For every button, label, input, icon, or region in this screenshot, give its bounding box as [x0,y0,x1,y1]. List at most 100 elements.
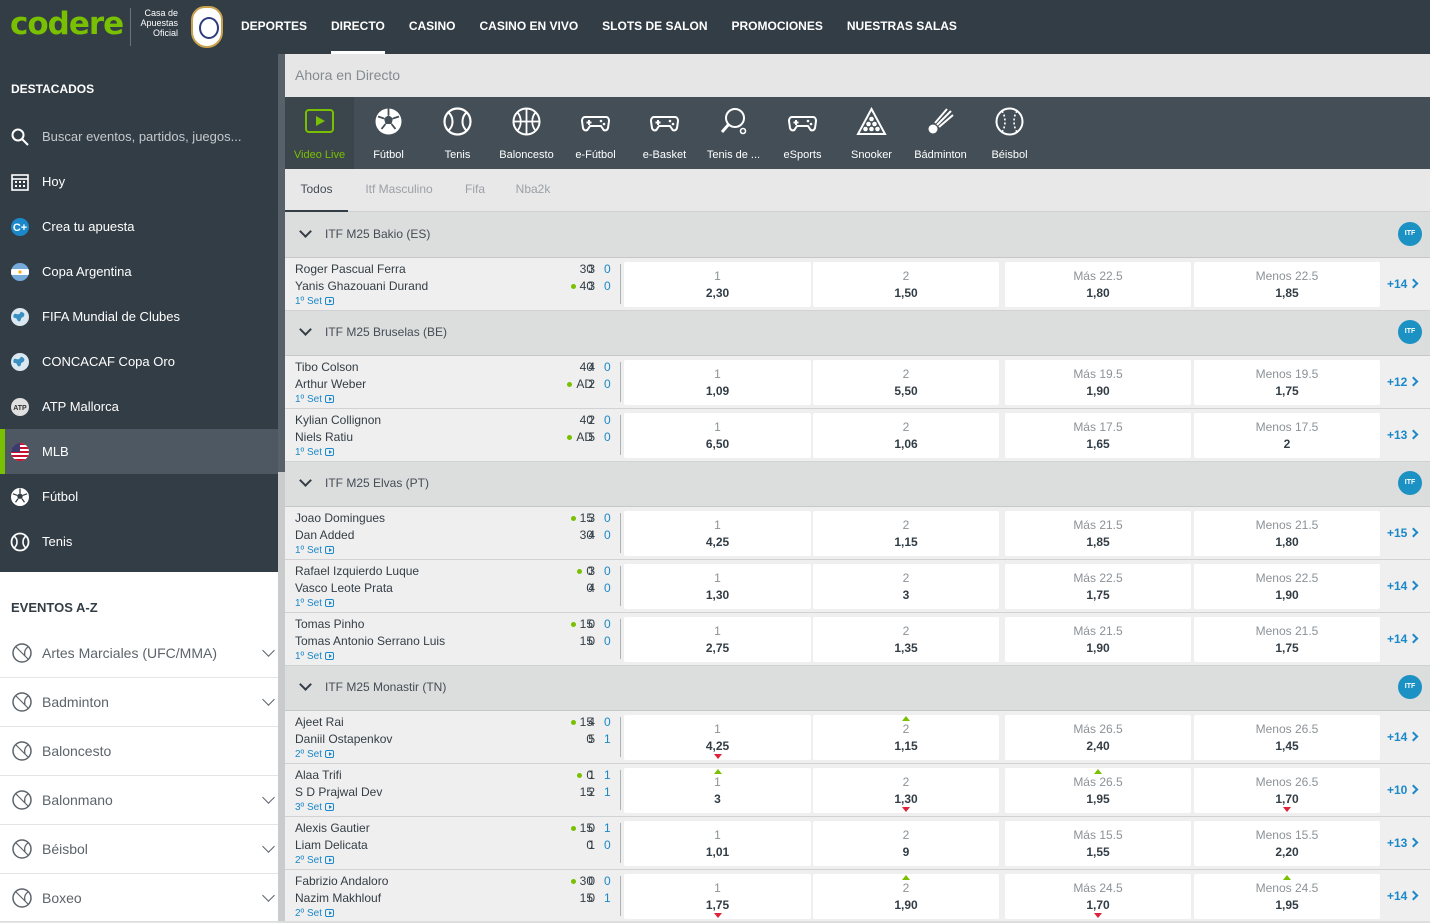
sidebar-item-fifa-mundial-de-clubes[interactable]: FIFA Mundial de Clubes [0,294,278,339]
more-markets-link[interactable]: +14 [1387,632,1419,646]
nav-item-slots-de-salon[interactable]: SLOTS DE SALON [602,19,708,33]
set-indicator[interactable]: 1º Set [295,651,335,662]
sport-tab-esports[interactable]: eSports [768,97,837,169]
live-video-icon[interactable] [325,448,335,457]
player-2-name[interactable]: Yanis Ghazouani Durand [295,279,429,293]
chevron-down-icon[interactable] [262,693,275,706]
live-video-icon[interactable] [325,652,335,661]
sport-tab-e-f-tbol[interactable]: e-Fútbol [561,97,630,169]
odd-home-button[interactable]: 1 2,30 [624,262,811,307]
odd-away-button[interactable]: 2 1,35 [813,617,999,662]
odd-under-button[interactable]: Menos 26.5 1,70 [1194,768,1380,813]
sidebar-item-atp-mallorca[interactable]: ATP ATP Mallorca [0,384,278,429]
live-video-icon[interactable] [325,395,335,404]
chevron-down-icon[interactable] [299,225,312,238]
odd-away-button[interactable]: 2 1,15 [813,511,999,556]
odd-over-button[interactable]: Más 22.5 1,80 [1005,262,1191,307]
player-1-name[interactable]: Alaa Trifi [295,768,342,782]
sport-tab-e-basket[interactable]: e-Basket [630,97,699,169]
player-1-name[interactable]: Roger Pascual Ferra [295,262,406,276]
more-markets-link[interactable]: +14 [1387,277,1419,291]
odd-home-button[interactable]: 1 1,30 [624,564,811,609]
odd-under-button[interactable]: Menos 26.5 1,45 [1194,715,1380,760]
player-2-name[interactable]: Tomas Antonio Serrano Luis [295,634,446,648]
sport-tab-tenis-de-[interactable]: Tenis de ... [699,97,768,169]
odd-home-button[interactable]: 1 2,75 [624,617,811,662]
live-video-icon[interactable] [325,750,335,759]
set-indicator[interactable]: 1º Set [295,394,335,405]
nav-item-directo[interactable]: DIRECTO [319,0,397,54]
player-2-name[interactable]: S D Prajwal Dev [295,785,383,799]
set-indicator[interactable]: 2º Set [295,749,335,760]
odd-over-button[interactable]: Más 22.5 1,75 [1005,564,1191,609]
odd-home-button[interactable]: 1 6,50 [624,413,811,458]
odd-home-button[interactable]: 1 1,09 [624,360,811,405]
az-item-b-isbol[interactable]: Béisbol [0,825,278,874]
player-2-name[interactable]: Arthur Weber [295,377,367,391]
nav-item-casino-en-vivo[interactable]: CASINO EN VIVO [479,19,579,33]
sidebar-item-crea-tu-apuesta[interactable]: C+ Crea tu apuesta [0,204,278,249]
sport-tab-tenis[interactable]: Tenis [423,97,492,169]
chevron-down-icon[interactable] [299,474,312,487]
player-2-name[interactable]: Daniil Ostapenkov [295,732,393,746]
odd-over-button[interactable]: Más 26.5 1,95 [1005,768,1191,813]
player-1-name[interactable]: Ajeet Rai [295,715,344,729]
set-indicator[interactable]: 1º Set [295,447,335,458]
odd-away-button[interactable]: 2 1,50 [813,262,999,307]
odd-away-button[interactable]: 2 5,50 [813,360,999,405]
odd-under-button[interactable]: Menos 19.5 1,75 [1194,360,1380,405]
sport-tab-b-isbol[interactable]: Béisbol [975,97,1044,169]
az-item-balonmano[interactable]: Balonmano [0,776,278,825]
live-video-icon[interactable] [325,546,335,555]
more-markets-link[interactable]: +14 [1387,730,1419,744]
odd-home-button[interactable]: 1 4,25 [624,715,811,760]
chevron-down-icon[interactable] [299,678,312,691]
nav-item-deportes[interactable]: DEPORTES [241,19,308,33]
player-2-name[interactable]: Vasco Leote Prata [295,581,393,595]
odd-under-button[interactable]: Menos 17.5 2 [1194,413,1380,458]
league-header[interactable]: ITF M25 Bakio (ES) ITF [285,213,1430,258]
tab-fifa[interactable]: Fifa [464,182,485,196]
player-1-name[interactable]: Tibo Colson [295,360,359,374]
odd-under-button[interactable]: Menos 22.5 1,85 [1194,262,1380,307]
sidebar-item-hoy[interactable]: Hoy [0,159,278,204]
player-1-name[interactable]: Kylian Collignon [295,413,382,427]
chevron-down-icon[interactable] [262,791,275,804]
chevron-down-icon[interactable] [262,889,275,902]
odd-over-button[interactable]: Más 17.5 1,65 [1005,413,1191,458]
az-item-baloncesto[interactable]: Baloncesto [0,727,278,776]
odd-away-button[interactable]: 2 1,90 [813,874,999,919]
nav-item-nuestras-salas[interactable]: NUESTRAS SALAS [846,19,957,33]
set-indicator[interactable]: 2º Set [295,855,335,866]
tab-todos[interactable]: Todos [285,169,348,212]
odd-under-button[interactable]: Menos 24.5 1,95 [1194,874,1380,919]
chevron-down-icon[interactable] [262,644,275,657]
more-markets-link[interactable]: +12 [1387,375,1419,389]
player-1-name[interactable]: Joao Domingues [295,511,386,525]
odd-over-button[interactable]: Más 24.5 1,70 [1005,874,1191,919]
odd-under-button[interactable]: Menos 15.5 2,20 [1194,821,1380,866]
search-input[interactable]: Buscar eventos, partidos, juegos... [42,129,242,144]
player-2-name[interactable]: Niels Ratiu [295,430,354,444]
sidebar-scrollbar[interactable] [278,54,285,921]
odd-home-button[interactable]: 1 4,25 [624,511,811,556]
sidebar-item-copa-argentina[interactable]: Copa Argentina [0,249,278,294]
scrollbar-thumb[interactable] [278,54,285,472]
sidebar-search[interactable]: Buscar eventos, partidos, juegos... [0,114,278,159]
az-item-badminton[interactable]: Badminton [0,678,278,727]
live-video-icon[interactable] [325,909,335,918]
az-item-boxeo[interactable]: Boxeo [0,874,278,923]
set-indicator[interactable]: 1º Set [295,296,335,307]
nav-item-promociones[interactable]: PROMOCIONES [731,19,823,33]
sport-tab-b-dminton[interactable]: Bádminton [906,97,975,169]
sport-tab-f-tbol[interactable]: Fútbol [354,97,423,169]
odd-home-button[interactable]: 1 1,01 [624,821,811,866]
player-1-name[interactable]: Fabrizio Andaloro [295,874,389,888]
odd-away-button[interactable]: 2 1,06 [813,413,999,458]
sidebar-item-f-tbol[interactable]: Fútbol [0,474,278,519]
codere-logo[interactable]: codere [10,6,124,42]
odd-over-button[interactable]: Más 15.5 1,55 [1005,821,1191,866]
odd-home-button[interactable]: 1 1,75 [624,874,811,919]
